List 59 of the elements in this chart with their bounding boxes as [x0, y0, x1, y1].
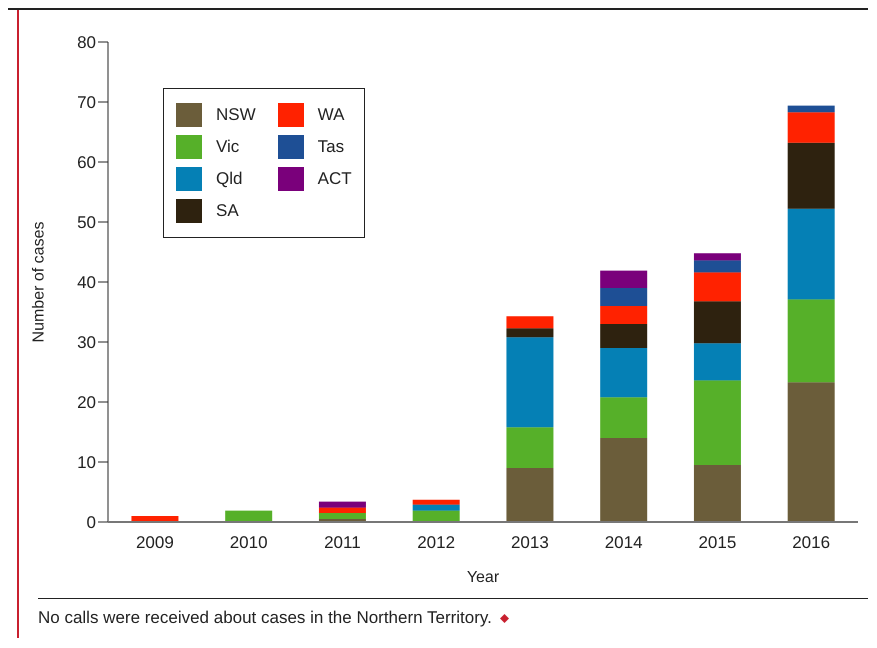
- bar: [506, 328, 554, 338]
- bar: [788, 106, 835, 112]
- y-tick-label: 40: [77, 273, 96, 292]
- y-axis-title: Number of cases: [30, 222, 48, 342]
- bar: [694, 301, 741, 344]
- y-tick-label: 30: [77, 333, 96, 352]
- y-tick-label: 80: [77, 33, 96, 52]
- bar: [600, 324, 648, 348]
- bar: [412, 504, 460, 511]
- bar: [412, 500, 460, 505]
- bar: [694, 253, 741, 260]
- bar: [318, 513, 366, 519]
- legend-label: Vic: [216, 137, 240, 157]
- y-tick-label: 20: [77, 393, 96, 412]
- x-tick-label: 2009: [136, 533, 174, 552]
- x-tick-label: 2013: [510, 533, 549, 552]
- bar: [788, 382, 835, 522]
- x-tick-label: 2010: [230, 533, 268, 552]
- bar: [318, 508, 366, 513]
- bar: [694, 260, 741, 272]
- bar: [600, 438, 648, 522]
- x-tick-label: 2014: [604, 533, 643, 552]
- bar: [600, 270, 648, 288]
- bar: [506, 316, 554, 328]
- x-tick-label: 2012: [417, 533, 456, 552]
- legend-label: SA: [216, 201, 239, 221]
- x-tick-label: 2015: [698, 533, 736, 552]
- y-tick-label: 10: [77, 453, 96, 472]
- legend-label: NSW: [216, 105, 256, 125]
- y-tick-label: 0: [86, 513, 96, 532]
- legend-label: Tas: [318, 137, 344, 157]
- bar: [506, 337, 554, 428]
- x-axis-title: Year: [466, 569, 500, 586]
- bar: [788, 299, 835, 382]
- bar: [788, 142, 835, 209]
- bar: [600, 288, 648, 306]
- bar: [694, 272, 741, 302]
- bar: [506, 468, 554, 522]
- bar: [788, 208, 835, 300]
- bar: [694, 465, 741, 522]
- bar: [318, 502, 366, 508]
- y-tick-label: 70: [77, 93, 96, 112]
- y-tick-label: 50: [77, 213, 96, 232]
- bar: [412, 510, 460, 522]
- x-tick-label: 2011: [324, 533, 361, 552]
- bar: [694, 380, 741, 465]
- bar: [506, 427, 554, 468]
- legend-label: WA: [318, 105, 344, 125]
- bar: [788, 112, 835, 143]
- bar: [600, 348, 648, 398]
- legend-label: Qld: [216, 169, 242, 189]
- text: No calls were received about cases in the Northern Territory.: [38, 608, 492, 628]
- x-tick-label: 2016: [792, 533, 830, 552]
- legend-label: ACT: [318, 169, 352, 189]
- bar: [600, 397, 648, 438]
- bar: [694, 343, 741, 380]
- y-tick-label: 60: [77, 153, 96, 172]
- bar: [225, 510, 272, 522]
- bar: [600, 306, 648, 324]
